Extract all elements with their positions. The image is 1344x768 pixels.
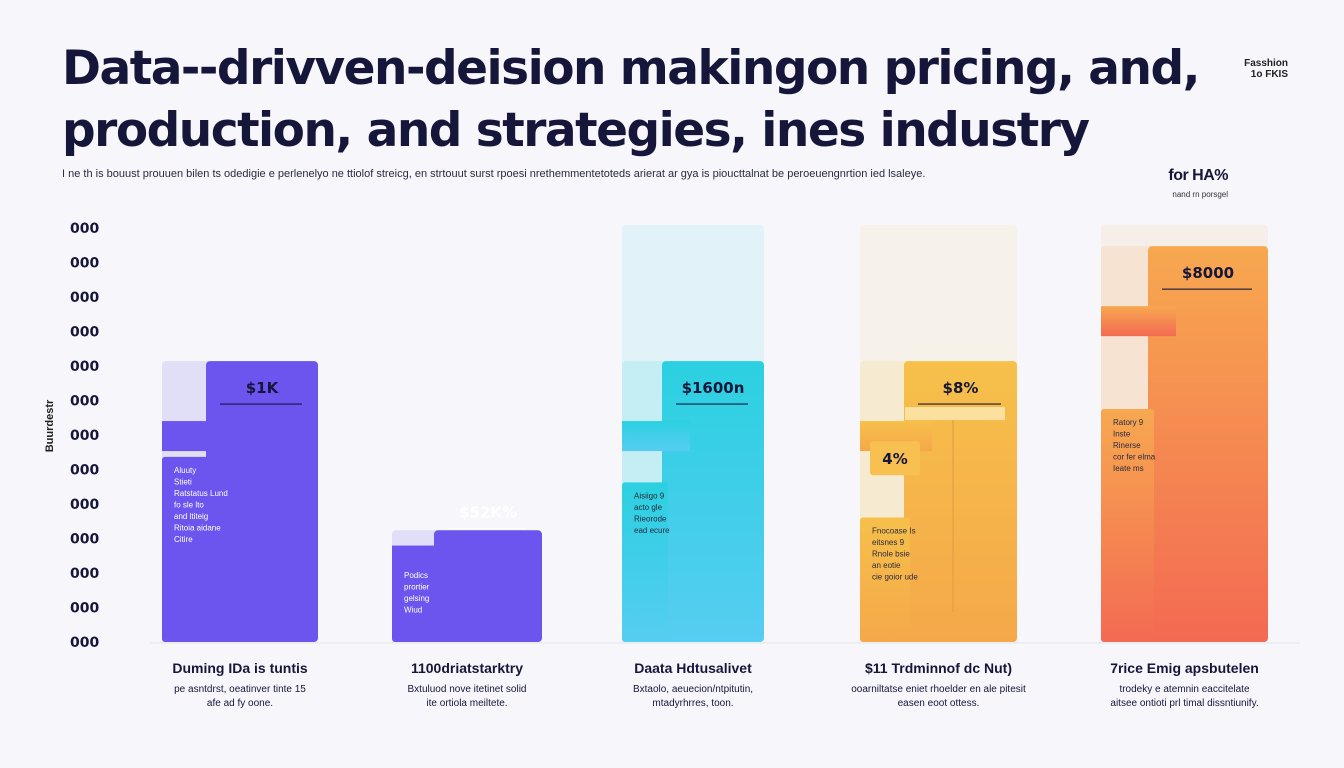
connector-bar: [905, 407, 1005, 421]
title-line-2: production, and strategies, ines industr…: [62, 103, 1090, 158]
corner-label-line-1: Fasshion: [1244, 58, 1288, 69]
bar: [662, 361, 764, 642]
callout-value: for HA%: [1168, 167, 1228, 184]
bar-note-line: Wiud: [404, 606, 422, 615]
bar-note-line: Aisiigo 9: [634, 491, 665, 500]
bar-notch: [622, 421, 690, 452]
bar-lower-segment: [392, 562, 440, 642]
bar-lower-segment: [622, 482, 668, 642]
bar-note-line: Rieorode: [634, 514, 667, 523]
bar-notch: [1101, 306, 1176, 337]
y-tick-label: 000: [70, 221, 99, 237]
category-description: trodeky e atemnin eaccitelate: [1119, 684, 1250, 695]
y-tick-label: 000: [70, 532, 99, 548]
chart-title: Data--drivven-deision makingon pricing, …: [62, 38, 1222, 162]
corner-label-line-2: 1o FKIS: [1250, 69, 1288, 80]
bar-note-line: acto gle: [634, 503, 663, 512]
secondary-tag-box: [870, 441, 920, 476]
bar-value-label: $1K: [246, 379, 280, 397]
bar-note-line: Aluuty: [174, 466, 196, 475]
bar-lower-segment: [162, 456, 212, 642]
category-description: afe ad fy oone.: [207, 698, 273, 709]
title-line-1: Data--drivven-deision makingon pricing, …: [62, 41, 1200, 96]
callout: for HA% nand rn porsgel: [1120, 167, 1228, 199]
bar-note-line: fo sle lto: [174, 500, 204, 509]
y-tick-label: 000: [70, 601, 99, 617]
chart-subtitle: I ne th is bouust prouuen bilen ts odedi…: [62, 168, 926, 180]
bar-note-line: Podics: [404, 571, 428, 580]
bar-note-line: Stieti: [174, 477, 192, 486]
bar-value-label: $8000: [1182, 264, 1234, 282]
category-label: Duming IDa is tuntis: [172, 660, 308, 676]
y-tick-label: 000: [70, 359, 99, 375]
category-description: pe asntdrst, oeatinver tinte 15: [174, 684, 306, 695]
corner-label: Fasshion 1o FKIS: [1244, 58, 1288, 80]
bar-note-line: and ltiteig: [174, 512, 208, 521]
category-description: ite ortiola meiltete.: [426, 698, 507, 709]
y-tick-label: 000: [70, 394, 99, 410]
bar-note-line: Rnole bsie: [872, 550, 910, 559]
bar-value-label: $8%: [943, 379, 979, 397]
bar-notch: [162, 421, 234, 452]
bar-note-line: Ritoia aidane: [174, 523, 221, 532]
category-description: ooarniltatse eniet rhoelder en ale pites…: [851, 684, 1026, 695]
bar-note-line: Inste: [1113, 429, 1131, 438]
category-description: Bxtuluod nove itetinet solid: [408, 684, 527, 695]
bar-note-line: Ratstatus Lund: [174, 489, 228, 498]
bar-note-line: Citire: [174, 535, 193, 544]
bar-lower-segment: [860, 517, 910, 642]
y-tick-label: 000: [70, 635, 99, 651]
category-label: 1100driatstarktry: [411, 660, 523, 676]
bar-note-line: cor fer elma: [1113, 452, 1156, 461]
y-tick-label: 000: [70, 290, 99, 306]
category-description: aitsee ontioti prl timal dissntiunify.: [1110, 698, 1258, 709]
bar-note-line: ead ecure: [634, 526, 670, 535]
bar-note-line: gelsing: [404, 594, 429, 603]
category-description: mtadyrhrres, toon.: [652, 698, 733, 709]
secondary-tag-label: 4%: [882, 450, 907, 468]
bar: [206, 361, 318, 642]
bar-note-line: cie goior ude: [872, 573, 918, 582]
bar-lower-segment: [1101, 408, 1154, 642]
category-label: 7rice Emig apsbutelen: [1110, 660, 1259, 676]
bar-value-label: $52K%: [459, 504, 517, 522]
bar-note-line: Ieate ms: [1113, 464, 1144, 473]
callout-note: nand rn porsgel: [1172, 190, 1228, 199]
y-tick-label: 000: [70, 428, 99, 444]
bar: [904, 361, 1017, 642]
bar-note-line: Rinerse: [1113, 441, 1141, 450]
y-tick-label: 000: [70, 256, 99, 272]
bar-note-line: prortier: [404, 583, 430, 592]
y-tick-label: 000: [70, 566, 99, 582]
y-tick-label: 000: [70, 463, 99, 479]
category-label: $11 Trdminnof dc Nut): [865, 660, 1012, 676]
bar-notch: [392, 545, 462, 576]
category-description: easen eoot ottess.: [898, 698, 980, 709]
bar: [1148, 246, 1268, 642]
y-tick-label: 000: [70, 497, 99, 513]
bar-note-line: Ratory 9: [1113, 418, 1144, 427]
bar-note-line: an eotie: [872, 561, 901, 570]
bar-note-line: eitsnes 9: [872, 538, 905, 547]
bar-note-line: Fnocoase Is: [872, 527, 916, 536]
category-label: Daata Hdtusalivet: [634, 660, 752, 676]
category-description: Bxtaolo, aeuecion/ntpitutin,: [633, 684, 753, 695]
bar-value-label: $1600n: [682, 379, 745, 397]
y-tick-label: 000: [70, 325, 99, 341]
